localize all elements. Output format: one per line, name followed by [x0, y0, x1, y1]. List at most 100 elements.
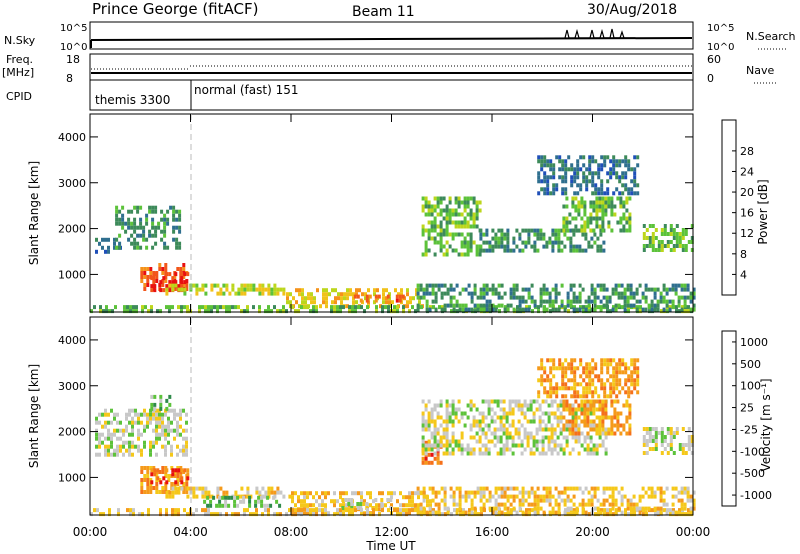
velocity-cell	[300, 512, 303, 517]
velocity-cell	[553, 447, 557, 452]
power-cell	[617, 295, 621, 300]
power-cell	[204, 291, 208, 296]
power-cell	[171, 287, 175, 292]
power-cell	[589, 228, 593, 233]
power-cell	[614, 291, 618, 296]
power-cell	[154, 229, 158, 234]
velocity-cell	[686, 490, 690, 495]
power-cell	[429, 305, 432, 310]
velocity-cell	[559, 447, 563, 452]
power-cell	[322, 292, 325, 297]
velocity-cell	[651, 427, 655, 431]
velocity-cell	[564, 358, 568, 363]
velocity-cell	[542, 486, 546, 491]
velocity-cell	[563, 486, 567, 491]
velocity-cell	[535, 447, 539, 452]
power-cell	[356, 294, 360, 299]
velocity-cell	[603, 362, 607, 367]
velocity-cell	[324, 512, 327, 517]
velocity-cell	[445, 415, 449, 420]
velocity-cell	[600, 378, 604, 383]
power-cell	[561, 187, 565, 192]
power-cell	[561, 191, 565, 196]
power-cell	[518, 303, 522, 308]
velocity-cell	[152, 466, 156, 470]
velocity-cell	[613, 399, 617, 404]
power-cell	[273, 287, 277, 292]
velocity-cell	[270, 486, 274, 491]
velocity-cell	[267, 508, 270, 513]
power-cell	[368, 294, 372, 299]
power-cell	[295, 288, 298, 293]
velocity-cell	[432, 508, 435, 513]
power-cell	[315, 305, 318, 310]
velocity-cell	[556, 415, 560, 420]
velocity-cell	[113, 416, 116, 421]
power-cell	[546, 191, 550, 196]
velocity-cell	[186, 472, 190, 477]
velocity-cell	[140, 466, 144, 470]
power-cell	[598, 196, 602, 201]
velocity-cell	[690, 443, 694, 447]
velocity-cell	[445, 439, 449, 444]
velocity-cell	[219, 512, 222, 517]
velocity-cell	[399, 503, 402, 508]
velocity-cell	[677, 510, 681, 515]
velocity-cell	[518, 498, 522, 503]
power-cell	[316, 288, 319, 293]
power-cell	[623, 295, 627, 300]
velocity-cell	[143, 478, 147, 482]
velocity-cell	[333, 491, 336, 496]
power-cell	[213, 305, 216, 310]
velocity-cell	[185, 440, 188, 445]
velocity-cell	[219, 486, 223, 491]
velocity-cell	[615, 362, 619, 367]
power-cell	[521, 228, 525, 233]
power-cell	[549, 167, 553, 172]
power-cell	[252, 283, 256, 288]
velocity-cell	[523, 399, 527, 404]
power-cell	[596, 295, 600, 300]
power-cell	[603, 159, 607, 164]
power-cell	[527, 236, 531, 241]
power-cell	[596, 248, 600, 253]
power-cell	[472, 224, 476, 229]
velocity-cell	[452, 498, 456, 503]
velocity-cell	[562, 423, 566, 428]
velocity-cell	[597, 394, 601, 399]
power-cell	[375, 309, 378, 314]
velocity-cell	[122, 428, 125, 433]
power-cell	[672, 244, 676, 248]
velocity-cell	[609, 394, 613, 399]
velocity-cell	[587, 490, 591, 495]
power-cell	[115, 213, 119, 218]
velocity-cell	[633, 366, 637, 371]
velocity-cell	[638, 510, 642, 515]
power-cell	[585, 187, 589, 192]
power-cell	[419, 287, 423, 292]
velocity-cell	[671, 486, 675, 491]
velocity-cell	[553, 411, 557, 416]
power-cell	[457, 252, 461, 257]
velocity-cell	[579, 394, 583, 399]
velocity-cell	[627, 394, 631, 399]
velocity-cell	[520, 451, 524, 456]
velocity-cell	[351, 512, 354, 517]
power-cell	[421, 232, 425, 237]
power-cell	[469, 240, 473, 245]
velocity-cell	[458, 502, 462, 507]
power-cell	[243, 291, 247, 296]
velocity-cell	[481, 411, 485, 416]
velocity-cell	[321, 503, 324, 508]
velocity-cell	[143, 424, 146, 429]
velocity-cell	[565, 443, 569, 448]
power-cell	[351, 309, 354, 314]
velocity-cell	[529, 451, 533, 456]
velocity-cell	[601, 427, 605, 432]
power-cell	[475, 200, 479, 205]
velocity-cell	[469, 399, 473, 404]
power-cell	[124, 221, 128, 226]
power-cell	[463, 196, 467, 201]
velocity-cell	[526, 439, 530, 444]
velocity-cell	[603, 512, 606, 517]
